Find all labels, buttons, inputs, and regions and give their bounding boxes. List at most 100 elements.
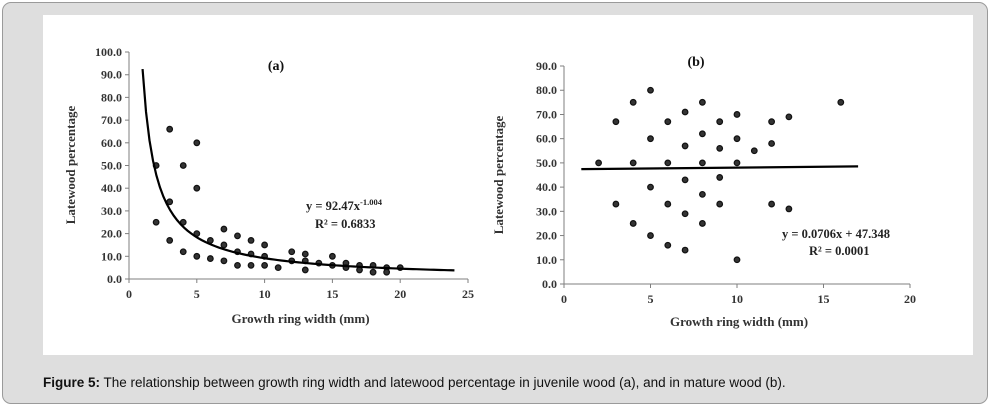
y-tick-label: 80.0: [536, 83, 557, 97]
data-point: [837, 98, 845, 106]
data-point: [179, 218, 187, 226]
data-point: [699, 190, 706, 198]
charts-canvas: 0.010.020.030.040.050.060.070.080.090.01…: [43, 15, 973, 355]
y-tick-label: 20.0: [536, 229, 557, 243]
data-point: [699, 159, 706, 167]
data-point: [383, 268, 391, 276]
chart-b: 0.0 10.0 20.0 30.0 40.0 50.0 60.0 70.0 80.0 90.0 0…: [491, 55, 916, 329]
y-tick-label: 30.0: [536, 204, 557, 218]
x-axis-title: Growth ring width (mm): [231, 311, 369, 326]
y-tick-label: 50.0: [101, 159, 122, 173]
r-squared-label: R² = 0.0001: [809, 244, 870, 258]
data-point: [629, 220, 637, 227]
data-point: [301, 250, 309, 258]
data-point: [612, 118, 620, 126]
data-point: [664, 200, 672, 208]
data-point: [768, 118, 775, 126]
data-point: [629, 98, 637, 106]
figure-caption: Figure 5: The relationship between growt…: [43, 375, 786, 390]
data-point: [733, 111, 741, 118]
data-point: [179, 162, 187, 169]
data-point: [681, 176, 689, 184]
y-axis-title: Latewood percentage: [491, 116, 506, 235]
data-point: [681, 108, 689, 116]
data-point: [220, 225, 228, 233]
data-point: [629, 159, 637, 167]
data-point: [768, 140, 775, 147]
data-point: [664, 159, 672, 167]
trendline-equation: y = 92.47x-1.004: [306, 197, 383, 213]
x-tick-label: 0: [126, 287, 132, 301]
data-point: [681, 142, 689, 150]
caption-label: Figure 5:: [43, 375, 101, 390]
panel-title: (b): [687, 55, 704, 70]
x-tick-label: 20: [394, 287, 406, 301]
x-tick-label: 5: [194, 287, 200, 301]
data-point: [733, 135, 741, 143]
data-point: [699, 98, 706, 106]
data-point: [785, 113, 793, 121]
data-point: [612, 200, 620, 208]
x-tick-label: 15: [326, 287, 338, 301]
data-point: [234, 232, 241, 240]
figure-frame: 0.0 10.0 20.0 30.0 40.0 50.0 60.0 70.0 80.0 90.0 1…: [2, 2, 988, 404]
trendline-equation: y = 0.0706x + 47.348: [782, 227, 890, 241]
data-point: [261, 261, 269, 269]
plot-area-background: [43, 15, 973, 355]
data-point: [768, 200, 775, 208]
y-tick-label: 90.0: [101, 68, 122, 82]
data-point: [234, 261, 241, 269]
x-tick-label: 20: [904, 292, 916, 306]
data-point: [716, 200, 724, 208]
y-tick-label: 80.0: [101, 90, 122, 104]
data-point: [247, 237, 255, 244]
x-tick-label: 5: [648, 292, 654, 306]
x-tick-label: 10: [731, 292, 743, 306]
data-point: [288, 248, 296, 256]
y-tick-label: 70.0: [536, 107, 557, 121]
y-axis-title: Latewood percentage: [63, 106, 78, 225]
y-tick-label: 70.0: [101, 113, 122, 127]
r-squared-label: R² = 0.6833: [315, 217, 376, 231]
data-point: [206, 255, 214, 262]
data-point: [247, 261, 255, 269]
y-tick-label: 40.0: [536, 180, 557, 194]
data-point: [301, 266, 309, 274]
data-point: [193, 252, 201, 260]
data-point: [681, 210, 689, 218]
x-tick-label: 15: [818, 292, 830, 306]
data-point: [647, 183, 654, 191]
data-point: [329, 252, 336, 260]
y-tick-label: 30.0: [101, 204, 122, 218]
data-point: [716, 118, 724, 126]
data-point: [166, 237, 174, 244]
chart-a: 0.0 10.0 20.0 30.0 40.0 50.0 60.0 70.0 80.0 90.0 1…: [63, 45, 474, 326]
data-point: [664, 118, 672, 126]
data-point: [733, 256, 741, 264]
x-axis-title: Growth ring width (mm): [670, 314, 808, 329]
y-tick-label: 10.0: [101, 249, 122, 263]
data-point: [699, 130, 706, 138]
data-point: [647, 232, 654, 239]
panel-title: (a): [268, 59, 285, 74]
data-point: [166, 125, 174, 133]
data-point: [664, 241, 672, 249]
data-point: [274, 264, 282, 272]
y-tick-label: 60.0: [536, 132, 557, 146]
y-tick-label: 0.0: [107, 272, 122, 286]
x-tick-label: 25: [462, 287, 474, 301]
y-tick-label: 50.0: [536, 156, 557, 170]
data-point: [193, 184, 201, 192]
data-point: [220, 257, 228, 265]
y-tick-label: 0.0: [542, 277, 557, 291]
y-tick-label: 100.0: [95, 45, 122, 59]
data-point: [261, 241, 269, 249]
x-tick-label: 0: [561, 292, 567, 306]
trendline: [581, 165, 859, 171]
x-tick-label: 10: [259, 287, 271, 301]
data-point: [716, 144, 724, 152]
data-point: [681, 246, 689, 254]
data-point: [647, 135, 654, 143]
data-point: [785, 205, 793, 213]
equation-base: y = 0.0706x + 47.348: [782, 227, 890, 241]
